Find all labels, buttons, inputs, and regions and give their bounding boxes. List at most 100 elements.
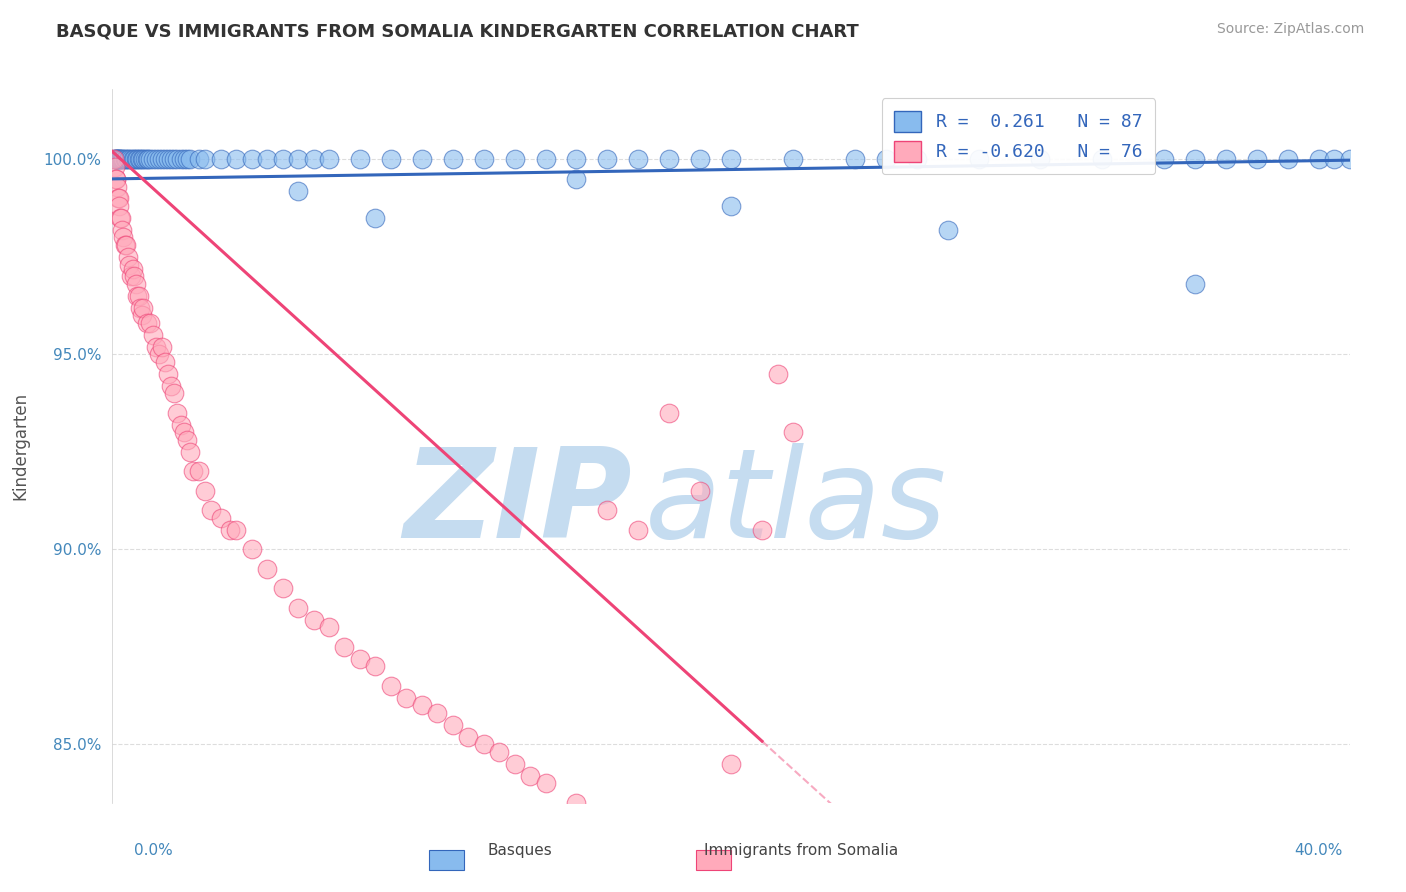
Point (138, 316, 160, 330)
Point (105, 172, 128, 186)
Point (209, 511, 232, 525)
Point (117, 153, 139, 167)
Point (104, 160, 127, 174)
Point (135, 316, 157, 330)
Point (534, 153, 557, 167)
Point (115, 238, 138, 252)
Point (1246, 153, 1268, 167)
Point (121, 153, 143, 167)
Point (145, 340, 167, 354)
Point (302, 153, 325, 167)
Point (534, 776, 557, 790)
Point (875, 153, 897, 167)
Point (169, 417, 191, 432)
Point (271, 153, 294, 167)
Point (318, 153, 340, 167)
Point (111, 153, 134, 167)
Point (163, 153, 186, 167)
Point (219, 523, 242, 537)
Text: ZIP: ZIP (404, 442, 633, 564)
Point (256, 153, 278, 167)
Point (129, 153, 152, 167)
Point (176, 433, 198, 447)
Text: atlas: atlas (644, 442, 946, 564)
Point (240, 542, 263, 557)
Point (225, 523, 247, 537)
Point (751, 523, 773, 537)
Point (127, 153, 149, 167)
Point (110, 153, 132, 167)
Point (110, 211, 132, 225)
Point (173, 153, 195, 167)
Point (117, 250, 139, 264)
Point (441, 718, 464, 732)
Point (441, 153, 464, 167)
Point (107, 191, 129, 205)
Point (1308, 153, 1330, 167)
Point (596, 153, 619, 167)
Point (145, 153, 167, 167)
Point (120, 153, 142, 167)
Point (240, 153, 263, 167)
Point (658, 153, 681, 167)
Point (194, 153, 217, 167)
Point (658, 406, 681, 420)
Point (689, 153, 711, 167)
Point (1184, 153, 1206, 167)
Point (142, 327, 165, 342)
Point (157, 153, 180, 167)
Point (967, 153, 990, 167)
Point (395, 690, 418, 705)
Point (148, 347, 170, 361)
Point (782, 425, 804, 440)
Point (103, 153, 125, 167)
Point (596, 503, 619, 517)
Point (163, 386, 186, 401)
Text: 40.0%: 40.0% (1295, 843, 1343, 858)
Point (364, 659, 387, 673)
Point (287, 153, 309, 167)
Point (108, 153, 131, 167)
Point (720, 199, 742, 213)
Point (104, 172, 127, 186)
Point (720, 756, 742, 771)
Point (124, 153, 148, 167)
Point (108, 199, 131, 213)
Point (364, 211, 387, 225)
Point (129, 301, 152, 315)
Point (121, 261, 143, 276)
Point (627, 523, 650, 537)
Point (426, 706, 449, 720)
Point (411, 153, 433, 167)
Point (153, 355, 176, 369)
Point (333, 640, 356, 654)
Text: BASQUE VS IMMIGRANTS FROM SOMALIA KINDERGARTEN CORRELATION CHART: BASQUE VS IMMIGRANTS FROM SOMALIA KINDER… (56, 22, 859, 40)
Point (565, 153, 588, 167)
Point (166, 406, 188, 420)
Point (1029, 153, 1052, 167)
Point (135, 153, 157, 167)
Point (936, 222, 959, 236)
Point (105, 153, 128, 167)
Point (127, 289, 149, 303)
Point (349, 153, 371, 167)
Point (488, 745, 510, 759)
Point (169, 153, 191, 167)
Point (271, 582, 294, 596)
Point (128, 153, 150, 167)
Point (105, 179, 128, 194)
Point (782, 153, 804, 167)
Point (104, 153, 127, 167)
Point (766, 367, 789, 381)
Point (194, 483, 217, 498)
Point (503, 756, 526, 771)
Point (131, 309, 153, 323)
Point (472, 153, 495, 167)
Point (110, 211, 132, 225)
Point (124, 277, 148, 292)
Point (176, 153, 198, 167)
Point (110, 153, 132, 167)
Point (160, 378, 183, 392)
Point (1323, 153, 1346, 167)
Point (1153, 153, 1175, 167)
